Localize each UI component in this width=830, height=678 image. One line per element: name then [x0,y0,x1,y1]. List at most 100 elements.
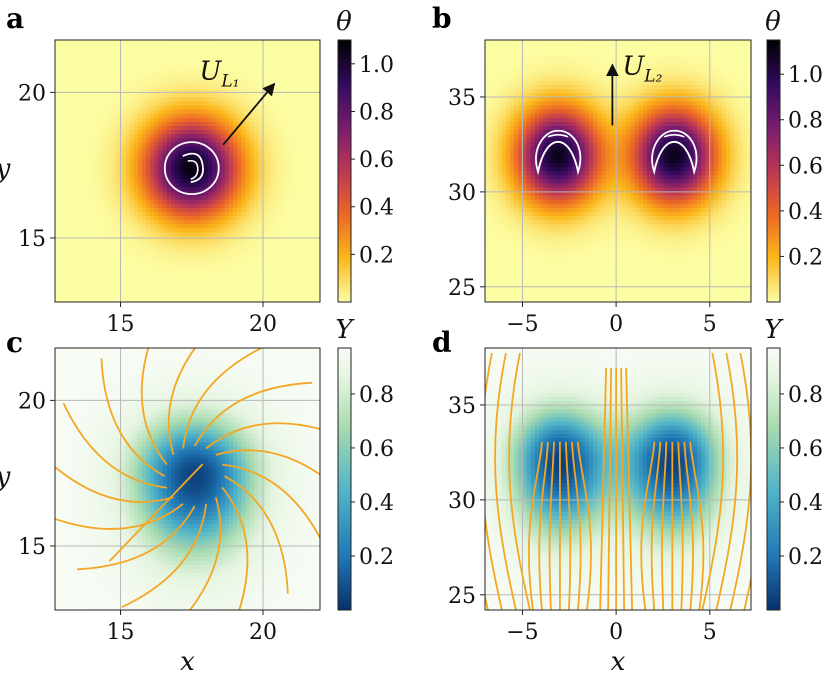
streamline [577,441,592,610]
streamline [188,497,222,610]
streamline [571,441,582,610]
x-axis-label: x [611,647,626,677]
contour-inner [187,159,199,180]
x-tick-label: 0 [609,620,623,645]
colorbar-label: θ [336,7,352,37]
axes-frame [484,39,752,303]
colorbar-tick-label: 0.4 [359,196,394,221]
y-tick-label: 35 [448,86,476,111]
streamline [224,475,289,594]
panel-a: 15 20 15 20 y a UL₁ 0.2 0.4 0.6 0.8 1.0 θ [0,2,394,337]
colorbar-b [766,39,781,303]
x-tick-label: 20 [249,620,277,645]
panel-letter: d [432,326,452,359]
colorbar-label: Y [764,315,784,345]
streamline [205,422,320,450]
streamline [528,441,543,610]
colorbar-label: Y [335,315,355,345]
x-tick-label: −5 [506,312,538,337]
contours-b [535,129,698,176]
streamline [140,348,168,466]
streamline [565,441,572,610]
y-tick-label: 20 [18,81,46,106]
streamline [548,441,555,610]
streamline [508,352,531,610]
streamline [108,463,204,562]
y-tick-label: 25 [448,276,476,301]
y-tick-label: 20 [18,389,46,414]
y-tick-label: 25 [448,584,476,609]
panel-c: 15 20 15 20 y x c 0.2 0.4 0.6 0.8 Y [0,315,394,677]
streamline [701,352,725,610]
x-tick-label: 5 [703,620,717,645]
streamline [689,441,705,610]
heatmap-d [485,348,751,610]
contour-inner [547,134,569,138]
streamline [729,352,751,610]
streamline [494,352,517,610]
panel-letter: a [6,2,24,35]
streamline [485,352,503,610]
streamline [121,503,207,609]
x-tick-label: 5 [703,312,717,337]
y-tick-label: 30 [448,181,476,206]
contour-inner [182,152,204,183]
streamline [193,381,313,447]
y-tick-label: 15 [18,535,46,560]
streamline [77,505,196,571]
streamline [640,441,656,610]
streamlines-c [55,348,320,610]
streamline [215,449,320,476]
y-axis-label: y [0,154,11,184]
panel-letter: b [432,2,452,35]
streamline [599,367,608,610]
streamline [661,441,668,610]
contour-inner [663,134,685,138]
colorbar-tick-label: 0.4 [359,491,394,516]
panel-letter: c [6,326,23,359]
grid-b [485,40,751,302]
axes-frame [54,347,321,611]
heatmap-c [55,348,320,610]
contour-outer [163,141,220,195]
colorbar-tick-label: 1.0 [788,63,823,88]
colorbar-a [337,39,352,303]
streamline [538,441,549,610]
panel-d: −5 0 5 25 30 35 x d 0.2 0.4 0.6 0.8 Y [432,315,823,677]
streamline [55,503,184,530]
streamline [182,348,264,449]
x-tick-label: −5 [506,620,538,645]
streamlines-d [485,352,751,610]
y-tick-label: 30 [448,489,476,514]
axes-frame [484,347,752,611]
contour-crescent [651,129,698,176]
colorbar-tick-label: 0.8 [788,109,823,134]
streamline [100,358,166,477]
colorbar-tick-label: 0.6 [359,148,394,173]
colorbar-tick-label: 0.6 [359,437,394,462]
streamline [650,441,662,610]
y-tick-label: 35 [448,394,476,419]
velocity-arrow [222,82,276,146]
streamline [715,352,739,610]
streamline [620,367,626,610]
streamline [607,367,613,610]
colorbar-tick-label: 0.6 [788,437,823,462]
colorbar-tick-label: 0.2 [359,545,394,570]
colorbar-tick-label: 0.2 [788,245,823,270]
contours-a [163,141,220,195]
streamline [55,465,174,503]
streamline [167,348,197,456]
colorbar-tick-label: 0.2 [788,545,823,570]
colorbar-tick-label: 1.0 [359,53,394,78]
colorbar-tick-label: 0.8 [359,100,394,125]
streamline [222,463,320,540]
colorbar-tick-label: 0.8 [359,383,394,408]
x-tick-label: 15 [107,620,135,645]
y-axis-label: y [0,462,11,492]
colorbar-tick-label: 0.4 [788,200,823,225]
streamline [625,367,634,610]
colorbar-tick-label: 0.6 [788,154,823,179]
